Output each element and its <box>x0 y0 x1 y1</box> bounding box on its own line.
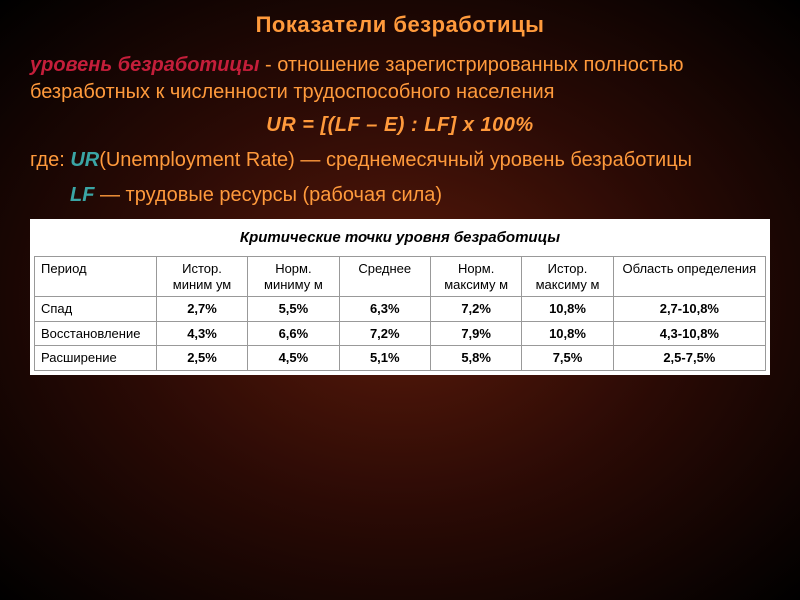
cell: Расширение <box>35 346 157 371</box>
definition-term: уровень безработицы <box>30 54 259 76</box>
col-header: Норм. максиму м <box>430 257 521 297</box>
slide-title: Показатели безработицы <box>30 12 770 38</box>
cell: 5,1% <box>339 346 430 371</box>
cell: 7,5% <box>522 346 613 371</box>
col-header: Норм. миниму м <box>248 257 339 297</box>
formula: UR = [(LF – E) : LF] х 100% <box>30 114 770 137</box>
cell: 7,9% <box>430 321 521 346</box>
cell: 6,3% <box>339 297 430 322</box>
col-header: Область определения <box>613 257 765 297</box>
cell: 10,8% <box>522 321 613 346</box>
cell: 6,6% <box>248 321 339 346</box>
table-title: Критические точки уровня безработицы <box>34 223 766 256</box>
cell: 7,2% <box>430 297 521 322</box>
where-line-ur: где: UR(Unemployment Rate) — среднемесяч… <box>30 147 770 174</box>
col-header: Истор. максиму м <box>522 257 613 297</box>
table-row: Расширение 2,5% 4,5% 5,1% 5,8% 7,5% 2,5-… <box>35 346 766 371</box>
cell: 2,7-10,8% <box>613 297 765 322</box>
table-header-row: Период Истор. миним ум Норм. миниму м Ср… <box>35 257 766 297</box>
cell: 10,8% <box>522 297 613 322</box>
cell: 2,7% <box>156 297 247 322</box>
var-lf: LF <box>70 184 94 206</box>
definition-paragraph: уровень безработицы - отношение зарегист… <box>30 52 770 106</box>
cell: 5,8% <box>430 346 521 371</box>
cell: 2,5% <box>156 346 247 371</box>
cell: 5,5% <box>248 297 339 322</box>
cell: Восстановление <box>35 321 157 346</box>
where-label: где: <box>30 149 70 171</box>
var-ur-desc: (Unemployment Rate) — среднемесячный уро… <box>99 149 692 171</box>
col-header: Среднее <box>339 257 430 297</box>
cell: 4,5% <box>248 346 339 371</box>
slide: Показатели безработицы уровень безработи… <box>0 0 800 600</box>
unemployment-table: Период Истор. миним ум Норм. миниму м Ср… <box>34 256 766 371</box>
var-lf-desc: — трудовые ресурсы (рабочая сила) <box>94 184 442 206</box>
cell: 4,3-10,8% <box>613 321 765 346</box>
table-row: Спад 2,7% 5,5% 6,3% 7,2% 10,8% 2,7-10,8% <box>35 297 766 322</box>
cell: 2,5-7,5% <box>613 346 765 371</box>
table-row: Восстановление 4,3% 6,6% 7,2% 7,9% 10,8%… <box>35 321 766 346</box>
where-line-lf: LF — трудовые ресурсы (рабочая сила) <box>30 182 770 209</box>
cell: 4,3% <box>156 321 247 346</box>
cell: Спад <box>35 297 157 322</box>
cell: 7,2% <box>339 321 430 346</box>
col-header: Истор. миним ум <box>156 257 247 297</box>
table-container: Критические точки уровня безработицы Пер… <box>30 219 770 375</box>
var-ur: UR <box>70 149 99 171</box>
col-header: Период <box>35 257 157 297</box>
